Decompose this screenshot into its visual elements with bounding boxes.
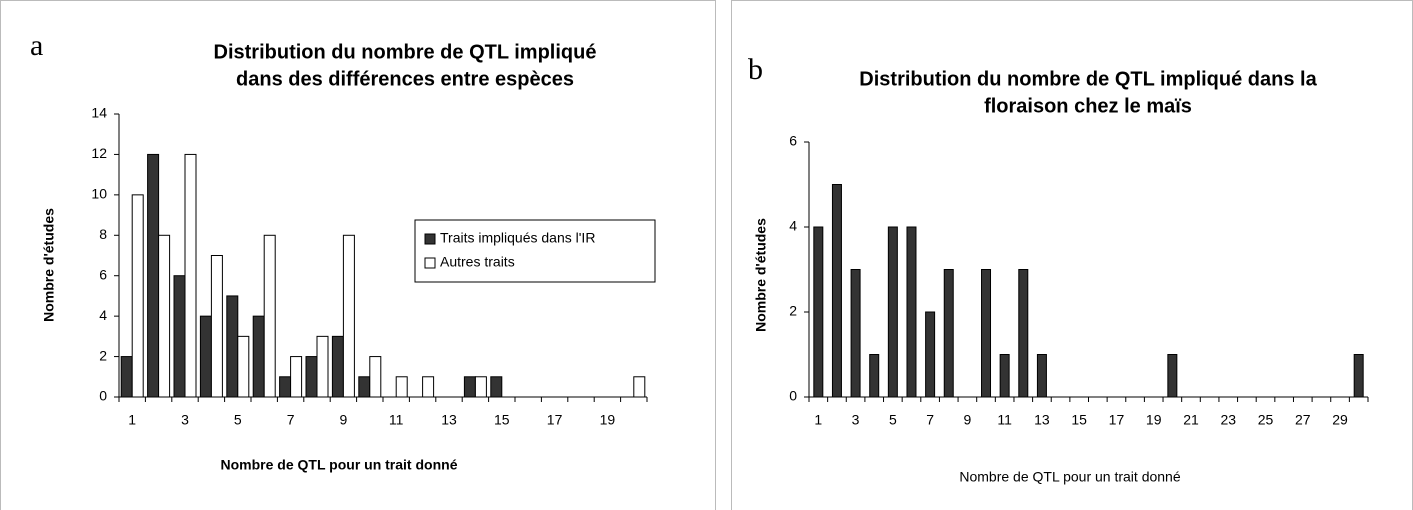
chart-title: floraison chez le maïs	[984, 95, 1192, 117]
x-tick-label: 1	[814, 412, 822, 428]
bar	[173, 275, 186, 398]
bar	[131, 194, 144, 398]
x-tick-label: 15	[1071, 412, 1087, 428]
y-tick-label: 6	[789, 133, 797, 149]
bar	[981, 269, 992, 398]
x-tick-label: 1	[128, 412, 136, 428]
bar	[263, 234, 276, 398]
x-tick-label: 19	[600, 412, 616, 428]
y-tick-label: 0	[99, 388, 107, 404]
bar	[1036, 354, 1047, 398]
x-tick-label: 13	[1034, 412, 1050, 428]
chart-title: Distribution du nombre de QTL impliqué	[214, 41, 597, 63]
x-tick-label: 9	[340, 412, 348, 428]
bar	[1167, 354, 1178, 398]
bar	[331, 335, 344, 398]
bar	[633, 376, 646, 398]
x-tick-label: 7	[926, 412, 934, 428]
panel-letter: b	[748, 53, 763, 86]
y-tick-label: 10	[91, 186, 107, 202]
bar	[999, 354, 1010, 398]
legend-box	[414, 219, 656, 283]
panel-frame	[0, 0, 716, 510]
chart-title: dans des différences entre espèces	[236, 68, 574, 90]
bar	[490, 376, 503, 398]
x-tick-label: 23	[1220, 412, 1236, 428]
y-tick-label: 6	[99, 266, 107, 282]
x-tick-label: 29	[1332, 412, 1348, 428]
x-tick-label: 17	[1109, 412, 1125, 428]
panel-letter: a	[30, 29, 43, 62]
y-tick-label: 2	[99, 347, 107, 363]
x-tick-label: 3	[181, 412, 189, 428]
x-tick-label: 9	[963, 412, 971, 428]
bar	[342, 234, 355, 398]
bar	[279, 376, 292, 398]
x-tick-label: 19	[1146, 412, 1162, 428]
legend-swatch	[424, 257, 436, 269]
legend-swatch	[424, 233, 436, 245]
x-tick-label: 5	[234, 412, 242, 428]
bar	[120, 356, 133, 398]
bar	[147, 153, 160, 398]
x-tick-label: 17	[547, 412, 563, 428]
x-axis-label: Nombre de QTL pour un trait donné	[221, 457, 458, 473]
bar	[887, 226, 898, 398]
bar	[813, 226, 824, 398]
x-tick-label: 15	[494, 412, 510, 428]
bar	[395, 376, 408, 398]
x-tick-label: 11	[997, 412, 1012, 428]
y-axis-label: Nombre d'études	[753, 218, 769, 332]
y-tick-label: 4	[789, 218, 797, 234]
y-tick-label: 12	[91, 145, 107, 161]
y-tick-label: 4	[99, 307, 107, 323]
chart-title: Distribution du nombre de QTL impliqué d…	[859, 68, 1317, 90]
x-tick-label: 11	[389, 412, 404, 428]
y-tick-label: 8	[99, 226, 107, 242]
bar	[290, 356, 303, 398]
bar	[925, 311, 936, 398]
bar	[1353, 354, 1364, 398]
bar	[237, 335, 250, 398]
bar	[158, 234, 171, 398]
y-tick-label: 0	[789, 388, 797, 404]
bar	[831, 184, 842, 398]
x-tick-label: 27	[1295, 412, 1311, 428]
bar	[184, 153, 197, 398]
bar	[305, 356, 318, 398]
x-tick-label: 25	[1258, 412, 1274, 428]
legend-label: Autres traits	[440, 254, 515, 270]
bar	[210, 255, 223, 398]
bar	[358, 376, 371, 398]
bar	[252, 315, 265, 398]
x-tick-label: 13	[441, 412, 457, 428]
x-tick-label: 3	[852, 412, 860, 428]
bar	[463, 376, 476, 398]
x-tick-label: 7	[287, 412, 295, 428]
x-tick-label: 21	[1183, 412, 1199, 428]
bar	[850, 269, 861, 398]
x-tick-label: 5	[889, 412, 897, 428]
bar	[316, 335, 329, 398]
bar	[943, 269, 954, 398]
x-axis-label: Nombre de QTL pour un trait donné	[959, 469, 1180, 485]
bar	[422, 376, 435, 398]
bar	[199, 315, 212, 398]
bar	[474, 376, 487, 398]
y-tick-label: 14	[91, 105, 107, 121]
legend-label: Traits impliqués dans l'IR	[440, 230, 595, 246]
y-tick-label: 2	[789, 303, 797, 319]
bar	[1018, 269, 1029, 398]
bar	[226, 295, 239, 398]
bar	[869, 354, 880, 398]
bar	[906, 226, 917, 398]
y-axis-label: Nombre d'études	[41, 208, 57, 322]
bar	[369, 356, 382, 398]
